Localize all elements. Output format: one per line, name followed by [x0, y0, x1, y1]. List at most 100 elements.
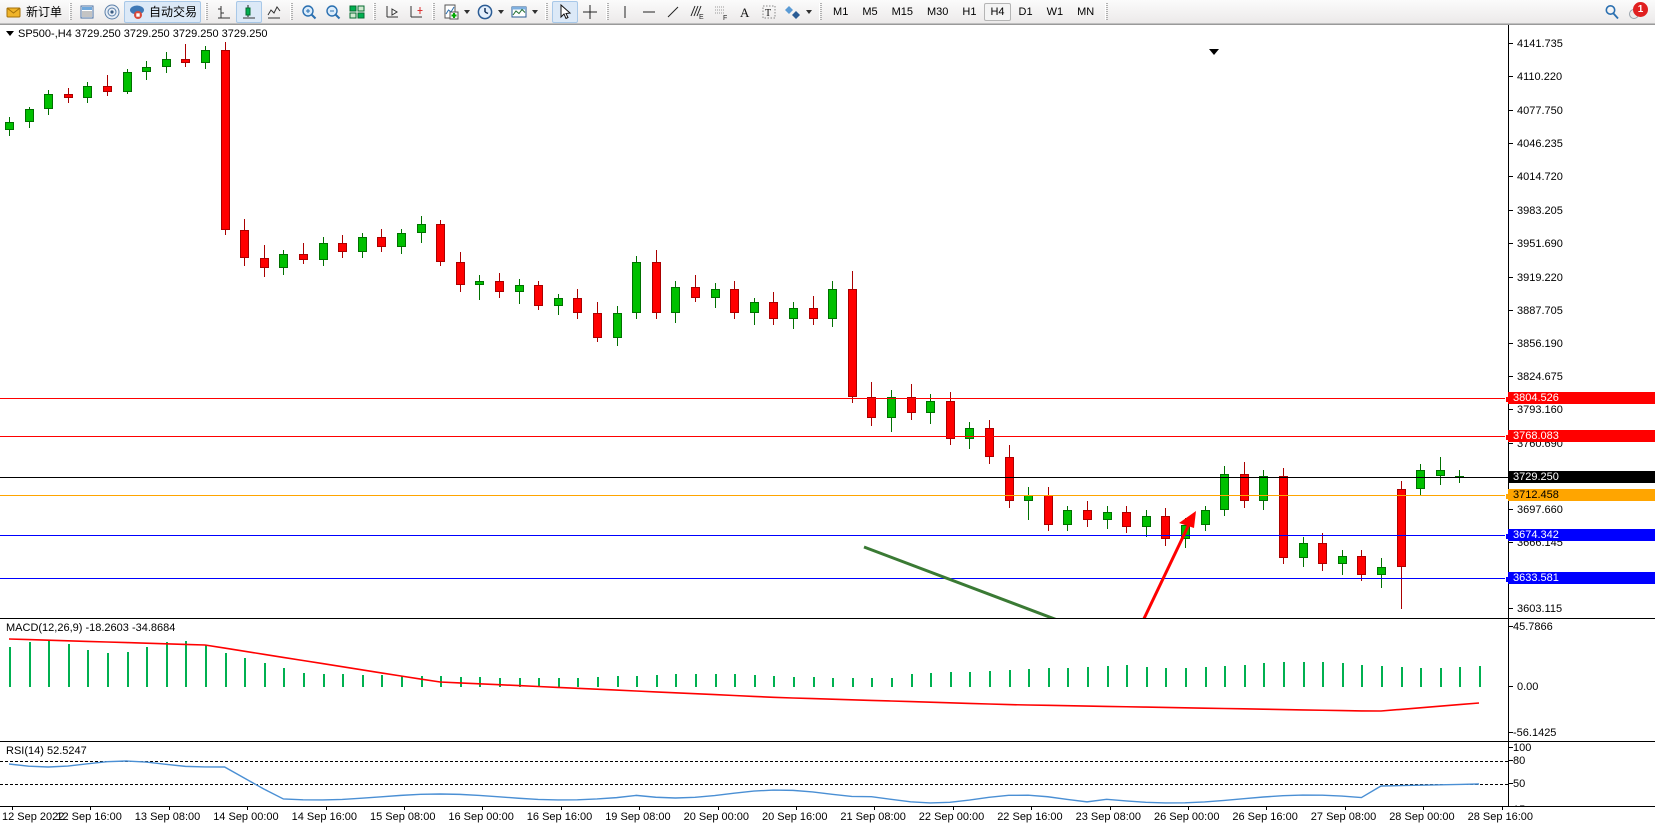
- candle-body: [632, 262, 642, 313]
- shift-end-button[interactable]: [380, 1, 404, 23]
- time-tick-label: 12 Sep 16:00: [56, 811, 122, 823]
- cursor-icon: [556, 3, 574, 21]
- chart-container[interactable]: SP500-,H4 3729.250 3729.250 3729.250 372…: [0, 24, 1655, 826]
- elliott-wave-button[interactable]: E: [685, 1, 709, 23]
- timeframe-mn[interactable]: MN: [1077, 5, 1095, 18]
- candle-body: [455, 262, 465, 286]
- rsi-tick: 100: [1509, 743, 1531, 754]
- chevron-down-icon[interactable]: [464, 9, 471, 14]
- templates-button[interactable]: [507, 1, 541, 23]
- macd-histogram-bar: [1420, 667, 1423, 687]
- candle-body: [573, 297, 583, 313]
- chevron-down-icon[interactable]: [532, 9, 539, 14]
- zoom-in-button[interactable]: [297, 1, 321, 23]
- macd-histogram-bar: [401, 675, 403, 687]
- candle-body: [1063, 509, 1073, 525]
- new-order-button[interactable]: 新订单: [2, 1, 65, 23]
- zoom-out-button[interactable]: [321, 1, 345, 23]
- horizontal-line-icon: [640, 3, 658, 21]
- toolbar-separator: [432, 3, 436, 20]
- macd-histogram-bar: [126, 651, 129, 687]
- notifications-button[interactable]: 1: [1627, 1, 1648, 21]
- macd-histogram-bar: [244, 658, 247, 687]
- auto-scroll-button[interactable]: [404, 1, 428, 23]
- macd-histogram-bar: [518, 677, 521, 687]
- candlestick-chart-button[interactable]: [236, 0, 263, 23]
- navigator-button[interactable]: [100, 1, 124, 23]
- timeframe-m30[interactable]: M30: [927, 5, 949, 18]
- price-tick: 3856.190: [1509, 338, 1563, 349]
- text-label-button[interactable]: T: [757, 1, 781, 23]
- macd-histogram-bar: [146, 646, 149, 687]
- candle-body: [534, 285, 544, 307]
- price-level-line[interactable]: [0, 492, 1512, 500]
- price-scale[interactable]: 4141.735 4110.220 4077.750 4046.235 4014.720…: [1508, 25, 1655, 618]
- price-tick: 3919.220: [1509, 272, 1563, 283]
- vertical-line-button[interactable]: [613, 1, 637, 23]
- macd-scale: 45.7866 0.00 -56.1425: [1508, 619, 1655, 741]
- candle-body: [279, 253, 289, 269]
- price-level-line[interactable]: [0, 477, 1508, 479]
- chart-top-marker-icon: [1209, 49, 1219, 55]
- macd-histogram-bar: [655, 674, 658, 687]
- toolbar-separator: [545, 3, 549, 20]
- zoom-out-icon: [324, 3, 342, 21]
- timeframe-m5[interactable]: M5: [862, 5, 878, 18]
- autotrading-button[interactable]: 自动交易: [124, 0, 202, 23]
- text-button[interactable]: A: [733, 1, 757, 23]
- price-level-line[interactable]: [0, 396, 1512, 404]
- macd-plot-area[interactable]: [0, 619, 1508, 741]
- timeframe-h4[interactable]: H4: [984, 2, 1011, 21]
- time-tick-mark: [874, 807, 876, 810]
- shapes-button[interactable]: [781, 1, 815, 23]
- time-tick-mark: [1188, 807, 1189, 810]
- macd-histogram-bar: [851, 677, 854, 687]
- price-tick: 3983.205: [1509, 205, 1563, 216]
- macd-histogram-bar: [322, 674, 325, 687]
- period-button[interactable]: [473, 1, 507, 23]
- candle-body: [651, 262, 661, 313]
- horizontal-line-button[interactable]: [637, 1, 661, 23]
- price-tick: 4141.735: [1509, 39, 1563, 50]
- price-level-line[interactable]: [0, 575, 1512, 583]
- time-tick-label: 28 Sep 16:00: [1467, 811, 1534, 823]
- rsi-tick: 50: [1509, 779, 1525, 790]
- cursor-tool-button[interactable]: [552, 0, 579, 23]
- price-level-line[interactable]: [0, 434, 1512, 442]
- candle-body: [201, 50, 210, 63]
- time-tick-mark: [1501, 807, 1503, 810]
- crosshair-tool-button[interactable]: [578, 1, 602, 23]
- market-watch-button[interactable]: [76, 1, 100, 23]
- trend-line-button[interactable]: [661, 1, 685, 23]
- rsi-tick: 80: [1509, 756, 1525, 767]
- timeframe-d1[interactable]: D1: [1018, 5, 1033, 18]
- tile-windows-button[interactable]: [345, 1, 369, 23]
- fibonacci-button[interactable]: F: [709, 1, 733, 23]
- time-tick-mark: [952, 807, 954, 810]
- price-plot-area[interactable]: [0, 25, 1508, 618]
- timeframe-m15[interactable]: M15: [891, 5, 913, 18]
- candle-body: [436, 224, 446, 263]
- time-axis[interactable]: 12 Sep 2022 12 Sep 16:00 13 Sep 08:00 14 Se…: [0, 806, 1655, 826]
- timeframe-w1[interactable]: W1: [1046, 5, 1064, 18]
- candle-body: [965, 428, 975, 439]
- chevron-down-icon[interactable]: [806, 9, 813, 14]
- bar-chart-button[interactable]: [212, 1, 236, 23]
- price-pane[interactable]: SP500-,H4 3729.250 3729.250 3729.250 372…: [0, 25, 1655, 618]
- timeframe-h1[interactable]: H1: [962, 5, 977, 18]
- price-level-tag: 3674.342: [1508, 528, 1655, 541]
- line-chart-button[interactable]: [262, 1, 286, 23]
- collapse-triangle-icon[interactable]: [6, 31, 14, 36]
- macd-pane[interactable]: MACD(12,26,9) -18.2603 -34.8684 45.7866 0…: [0, 618, 1655, 741]
- candle-body: [1377, 566, 1386, 575]
- price-level-line[interactable]: [0, 532, 1512, 540]
- add-indicator-button[interactable]: [439, 1, 473, 23]
- macd-histogram-bar: [165, 642, 168, 687]
- templates-icon: [510, 3, 528, 21]
- chevron-down-icon[interactable]: [498, 9, 505, 14]
- timeframe-m1[interactable]: M1: [833, 5, 849, 18]
- candle-body: [1043, 495, 1053, 525]
- search-icon[interactable]: [1603, 3, 1621, 21]
- rsi-level-line: [0, 761, 1508, 762]
- candle-body: [553, 297, 563, 307]
